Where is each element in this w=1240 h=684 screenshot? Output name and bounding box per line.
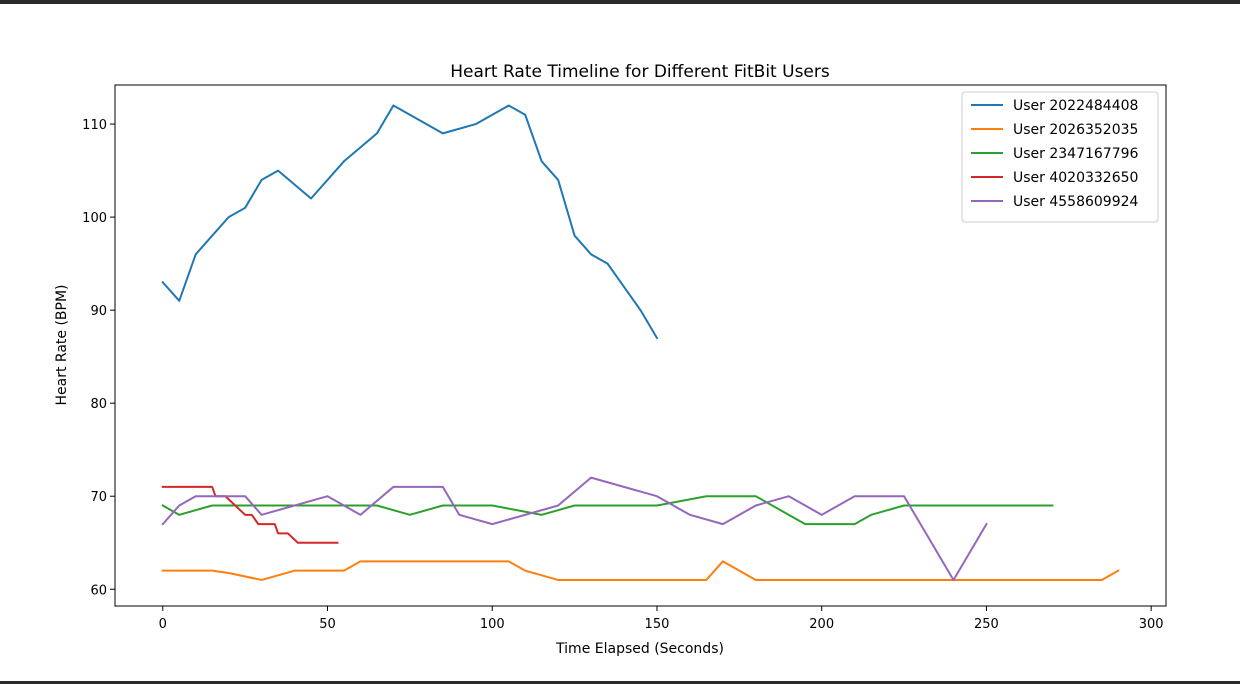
- y-tick-label: 80: [90, 397, 107, 412]
- y-tick-label: 60: [90, 583, 107, 598]
- x-axis-label: Time Elapsed (Seconds): [555, 641, 724, 657]
- series-line-0: [161, 104, 659, 340]
- chart-title: Heart Rate Timeline for Different FitBit…: [450, 62, 830, 82]
- x-tick-label: 200: [809, 617, 834, 632]
- legend-label: User 2347167796: [1013, 146, 1139, 162]
- legend-label: User 4558609924: [1013, 194, 1139, 210]
- y-tick-label: 110: [82, 118, 107, 133]
- series-lines: [161, 104, 1120, 581]
- x-tick-label: 150: [645, 617, 670, 632]
- x-tick-label: 300: [1139, 617, 1164, 632]
- bottom-border: [0, 681, 1240, 684]
- series-line-1: [161, 560, 1120, 581]
- plot-area-frame: [114, 84, 1167, 607]
- y-axis-ticks: 60 70 80 90 100 110: [82, 118, 115, 598]
- y-tick-label: 100: [82, 211, 107, 226]
- y-tick-label: 70: [90, 490, 107, 505]
- legend-label: User 4020332650: [1013, 170, 1138, 186]
- x-tick-label: 0: [159, 617, 167, 632]
- legend-box: [961, 91, 1159, 223]
- x-tick-label: 50: [319, 617, 336, 632]
- legend-label: User 2022484408: [1013, 98, 1138, 114]
- series-line-4: [161, 476, 988, 581]
- legend-label: User 2026352035: [1013, 122, 1138, 138]
- y-axis-label: Heart Rate (BPM): [54, 284, 70, 405]
- y-tick-label: 90: [90, 304, 107, 319]
- series-line-2: [161, 495, 1054, 526]
- x-tick-label: 250: [974, 617, 999, 632]
- x-tick-label: 100: [480, 617, 505, 632]
- top-border: [0, 0, 1240, 4]
- x-axis-ticks: 0 50 100 150 200 250 300: [159, 606, 1164, 632]
- series-line-3: [161, 485, 339, 544]
- chart-legend: User 2022484408 User 2026352035 User 23471…: [961, 91, 1159, 223]
